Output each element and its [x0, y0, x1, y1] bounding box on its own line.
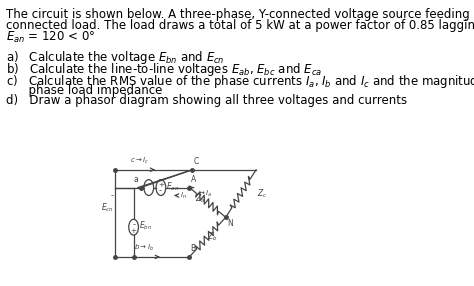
Text: phase load impedance: phase load impedance — [6, 84, 162, 97]
Text: connected load. The load draws a total of 5 kW at a power factor of 0.85 lagging: connected load. The load draws a total o… — [6, 19, 474, 32]
Text: -: - — [110, 191, 114, 200]
Text: -: - — [132, 220, 135, 229]
Text: $Z_b$: $Z_b$ — [207, 231, 217, 243]
Text: +: + — [131, 228, 137, 234]
Text: $Z_a$: $Z_a$ — [195, 192, 206, 205]
Text: $E_{cn}$: $E_{cn}$ — [101, 201, 114, 214]
Text: $I_n$: $I_n$ — [180, 190, 186, 200]
Text: C: C — [194, 157, 199, 166]
Text: $E_{an}$: $E_{an}$ — [166, 180, 180, 193]
Text: The circuit is shown below. A three-phase, Y-connected voltage source feeding a : The circuit is shown below. A three-phas… — [6, 8, 474, 21]
Text: b)   Calculate the line-to-line voltages $E_{ab}$, $E_{bc}$ and $E_{ca}$: b) Calculate the line-to-line voltages $… — [6, 61, 322, 78]
Text: B: B — [191, 244, 196, 253]
Text: c)   Calculate the RMS value of the phase currents $I_a$, $I_b$ and $I_c$ and th: c) Calculate the RMS value of the phase … — [6, 73, 474, 90]
Text: $E_{an}$ = 120 < 0°: $E_{an}$ = 120 < 0° — [6, 30, 95, 45]
Text: $\rightarrow I_a$: $\rightarrow I_a$ — [197, 188, 213, 199]
Text: a)   Calculate the voltage $E_{bn}$ and $E_{cn}$: a) Calculate the voltage $E_{bn}$ and $E… — [6, 49, 224, 66]
Text: -: - — [159, 186, 162, 195]
Text: $Z_c$: $Z_c$ — [257, 187, 268, 200]
Text: $c \rightarrow I_c$: $c \rightarrow I_c$ — [130, 156, 149, 166]
Text: A: A — [191, 174, 196, 184]
Text: $b \rightarrow I_b$: $b \rightarrow I_b$ — [134, 243, 154, 253]
Text: N: N — [228, 219, 233, 228]
Text: a: a — [133, 174, 138, 184]
Text: +: + — [158, 182, 164, 188]
Text: $E_{bn}$: $E_{bn}$ — [139, 220, 152, 233]
Text: d)   Draw a phasor diagram showing all three voltages and currents: d) Draw a phasor diagram showing all thr… — [6, 94, 407, 108]
